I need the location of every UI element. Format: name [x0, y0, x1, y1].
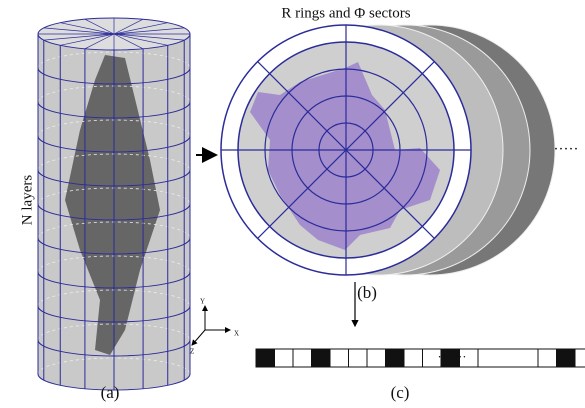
figure: N layers R rings and Φ sectors ····· (b)…	[0, 0, 585, 408]
rings-sectors-label: R rings and Φ sectors	[281, 5, 410, 21]
cylinder	[38, 18, 190, 390]
cell	[256, 349, 275, 367]
cell	[478, 349, 538, 367]
cell	[538, 349, 557, 367]
cell	[293, 349, 312, 367]
cell	[330, 349, 349, 367]
feature-vector	[256, 349, 585, 367]
axes-icon: Y X Z	[190, 298, 239, 356]
panel-b-label: (b)	[357, 283, 377, 302]
cell	[386, 349, 405, 367]
strip-ellipsis: ··· ···	[437, 349, 466, 364]
cell	[349, 349, 368, 367]
cell	[404, 349, 423, 367]
panel-a-label: (a)	[101, 383, 120, 402]
axis-y-label: Y	[200, 298, 205, 306]
cell	[575, 349, 585, 367]
polar-grid	[221, 25, 471, 275]
cell	[557, 349, 576, 367]
panel-c-label: (c)	[391, 383, 410, 402]
cell	[275, 349, 294, 367]
axis-z	[192, 330, 205, 345]
cell	[312, 349, 331, 367]
ellipsis: ·····	[554, 141, 579, 157]
axis-x-label: X	[234, 330, 239, 338]
n-layers-label: N layers	[19, 175, 35, 226]
axis-z-label: Z	[190, 348, 194, 356]
cell	[367, 349, 386, 367]
